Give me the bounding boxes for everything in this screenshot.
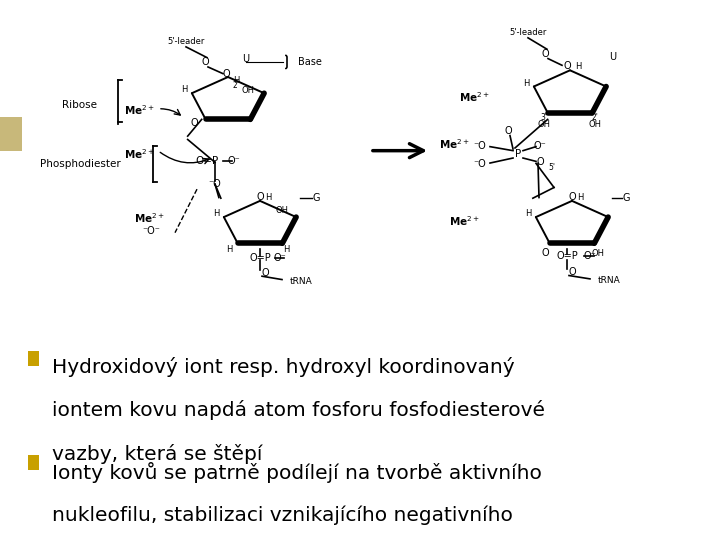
Text: U: U [609,52,616,62]
Text: vazby, která se štěpí: vazby, která se štěpí [52,443,262,463]
Text: Ribose: Ribose [62,100,97,111]
Text: OH: OH [537,120,550,129]
Text: Me$^{2+}$: Me$^{2+}$ [124,104,155,117]
Text: tRNA: tRNA [290,276,312,286]
Text: O=P: O=P [556,251,578,261]
Text: OH: OH [592,249,605,258]
Text: O⁻: O⁻ [584,251,596,261]
Text: iontem kovu napdá atom fosforu fosfodiesterové: iontem kovu napdá atom fosforu fosfodies… [52,401,545,421]
Text: O: O [536,157,544,167]
Text: Me$^{2+}$: Me$^{2+}$ [439,137,470,151]
Bar [28,455,39,470]
Text: OH: OH [242,86,255,95]
Text: G: G [622,193,630,202]
Text: Phosphodiester: Phosphodiester [40,159,121,169]
Text: ⁻O: ⁻O [473,159,486,169]
Text: O: O [222,69,230,79]
Text: O=P: O=P [249,253,271,263]
Text: U: U [243,53,250,64]
Text: O: O [542,248,549,258]
Text: OH: OH [275,206,288,215]
Text: H: H [227,246,233,254]
Text: O⁻: O⁻ [534,140,546,151]
Text: OH: OH [589,120,602,129]
Text: O⁻: O⁻ [274,253,287,263]
Text: 5'-leader: 5'-leader [167,37,204,46]
Bar [0,117,22,151]
Text: O: O [256,192,264,202]
Text: O: O [563,62,571,71]
Text: H: H [525,209,531,218]
Text: H: H [233,76,239,85]
Text: H: H [212,209,219,218]
Text: O=P: O=P [195,156,218,166]
Text: tRNA: tRNA [598,276,621,285]
Text: Base: Base [298,57,322,67]
Text: 5'-leader: 5'-leader [509,28,546,37]
Text: P: P [515,149,521,159]
Text: O⁻: O⁻ [228,156,240,166]
Text: H: H [575,63,581,71]
Text: Me$^{2+}$: Me$^{2+}$ [134,211,165,225]
Text: Hydroxidový iont resp. hydroxyl koordinovaný: Hydroxidový iont resp. hydroxyl koordino… [52,357,515,377]
Text: O: O [190,118,198,128]
Text: 5': 5' [549,163,556,172]
Text: G: G [312,193,320,202]
Text: O: O [568,267,576,277]
Bar [28,351,39,366]
Text: H: H [265,193,271,202]
Text: ⁻O⁻: ⁻O⁻ [142,226,160,236]
Text: H: H [283,246,289,254]
Text: 2': 2' [592,113,599,122]
Text: O: O [568,192,576,202]
Text: H: H [181,85,187,94]
Text: H: H [577,193,583,202]
Text: ⁻O: ⁻O [473,140,486,151]
Text: Ionty kovů se patrně podílejí na tvorbě aktivního: Ionty kovů se patrně podílejí na tvorbě … [52,462,542,483]
Text: Me$^{2+}$: Me$^{2+}$ [459,90,490,104]
Text: Me$^{2+}$: Me$^{2+}$ [449,214,480,228]
Text: O: O [541,49,549,58]
Text: O: O [201,57,209,67]
Text: 2': 2' [233,81,240,90]
Text: 3': 3' [540,113,547,122]
Text: O: O [261,268,269,278]
Text: nukleofilu, stabilizaci vznikajícího negativního: nukleofilu, stabilizaci vznikajícího neg… [52,505,513,525]
Text: ⁻O: ⁻O [209,179,221,189]
Text: Me$^{2+}$: Me$^{2+}$ [124,147,155,161]
Text: O: O [504,126,512,136]
Text: H: H [523,79,529,87]
